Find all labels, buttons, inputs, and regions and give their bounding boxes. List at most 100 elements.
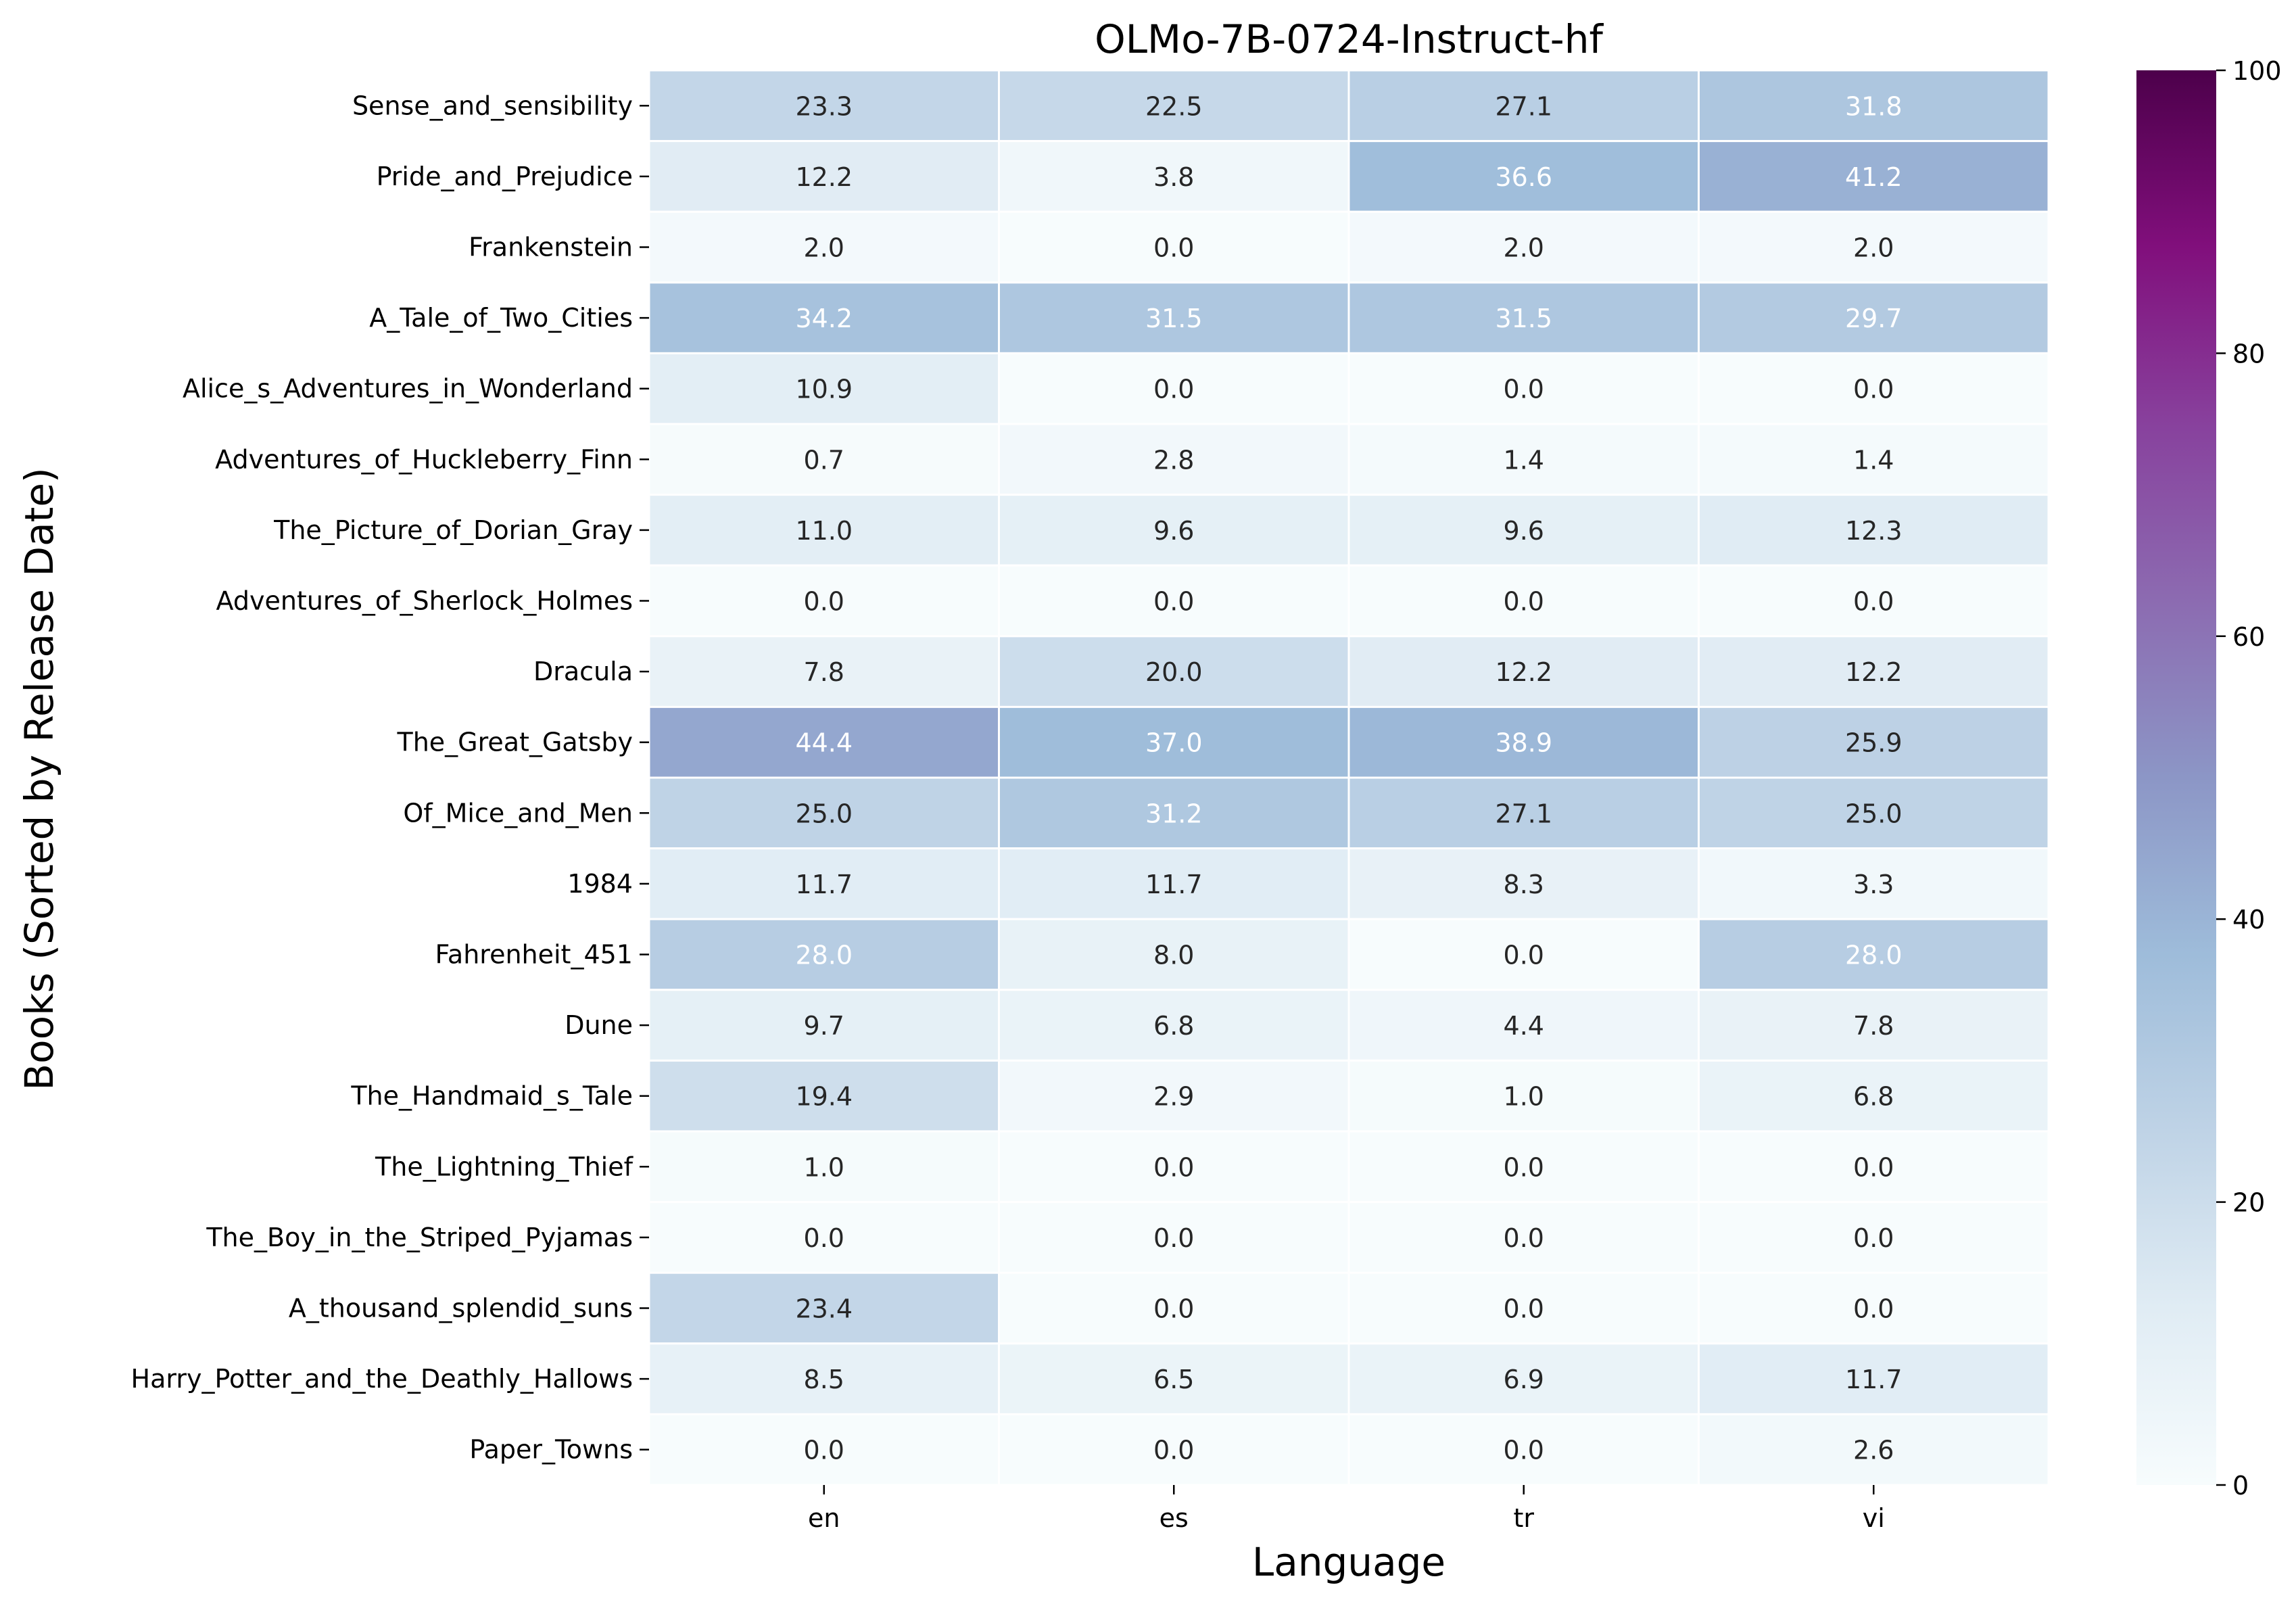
cell-value-label: 1.0 — [1504, 1082, 1544, 1112]
cell-value-label: 0.0 — [804, 587, 844, 617]
y-tick-label: The_Lightning_Thief — [375, 1152, 634, 1181]
heatmap-cell — [1698, 1342, 2050, 1415]
cell-value-label: 0.0 — [1153, 1152, 1194, 1182]
colorbar: 0 20 40 60 80 100 — [2136, 56, 2282, 1501]
cell-value-label: 31.5 — [1495, 304, 1552, 333]
cell-value-label: 25.9 — [1845, 728, 1903, 758]
colorbar-tick-label: 40 — [2232, 905, 2265, 935]
cell-value-label: 44.4 — [795, 728, 853, 758]
heatmap-cell — [1698, 1201, 2050, 1274]
heatmap-cell — [998, 1201, 1350, 1274]
heatmap-cell — [998, 210, 1350, 284]
heatmap-cell — [648, 1130, 1000, 1204]
x-axis-label: Language — [1252, 1539, 1445, 1585]
heatmap-cell — [1347, 918, 1700, 991]
y-tick-label: The_Boy_in_the_Striped_Pyjamas — [206, 1223, 633, 1252]
heatmap-cell — [998, 1413, 1350, 1486]
cell-value-label: 29.7 — [1845, 304, 1903, 333]
y-tick-label: Paper_Towns — [469, 1435, 633, 1465]
cell-value-label: 0.0 — [1153, 233, 1194, 263]
colorbar-tick-label: 60 — [2232, 622, 2265, 652]
cell-value-label: 0.0 — [1504, 1223, 1544, 1253]
cell-value-label: 37.0 — [1145, 728, 1203, 758]
cell-value-label: 2.0 — [1853, 233, 1894, 263]
cell-value-label: 23.3 — [795, 91, 853, 121]
cell-value-label: 27.1 — [1495, 799, 1552, 828]
cell-value-label: 2.0 — [804, 233, 844, 263]
cell-value-label: 34.2 — [795, 304, 853, 333]
cell-value-label: 8.5 — [804, 1365, 844, 1394]
colorbar-gradient — [2136, 70, 2216, 1485]
cell-value-label: 2.0 — [1504, 233, 1544, 263]
cell-value-label: 6.9 — [1504, 1365, 1544, 1394]
cell-value-label: 41.2 — [1845, 162, 1903, 192]
heatmap-cell — [1698, 210, 2050, 284]
cell-value-label: 0.0 — [1504, 375, 1544, 404]
heatmap-cell — [648, 564, 1000, 638]
y-axis: Sense_and_sensibility Pride_and_Prejudice… — [131, 91, 649, 1465]
heatmap-cell — [1698, 1413, 2050, 1486]
colorbar-tick-label: 80 — [2232, 339, 2265, 369]
heatmap-cell — [648, 1342, 1000, 1415]
cell-value-label: 6.8 — [1153, 1011, 1194, 1041]
cell-value-label: 22.5 — [1145, 91, 1203, 121]
heatmap-cell-labels: 23.3 22.5 27.1 31.8 12.2 3.8 36.6 41.2 2.0 0.0 2.0… — [795, 91, 1902, 1465]
heatmap-cell — [1347, 1413, 1700, 1486]
y-tick-label: 1984 — [567, 869, 633, 899]
cell-value-label: 0.0 — [1853, 1223, 1894, 1253]
cell-value-label: 38.9 — [1495, 728, 1552, 758]
y-tick-label: Pride_and_Prejudice — [377, 162, 633, 191]
y-tick-label: Fahrenheit_451 — [435, 940, 633, 970]
cell-value-label: 12.3 — [1845, 516, 1903, 546]
x-tick-label: en — [808, 1503, 840, 1533]
x-tick-label: tr — [1513, 1503, 1534, 1533]
cell-value-label: 11.7 — [1845, 1365, 1903, 1394]
cell-value-label: 0.0 — [1153, 1294, 1194, 1324]
cell-value-label: 8.0 — [1153, 941, 1194, 970]
heatmap-cell — [1347, 564, 1700, 638]
heatmap-cell — [1698, 494, 2050, 567]
heatmap-cell — [648, 918, 1000, 991]
cell-value-label: 10.9 — [795, 375, 853, 404]
heatmap-cell — [1347, 494, 1700, 567]
heatmap-cell — [998, 776, 1350, 850]
cell-value-label: 1.0 — [804, 1152, 844, 1182]
cell-value-label: 0.7 — [804, 445, 844, 475]
heatmap-cell — [648, 423, 1000, 496]
heatmap-cell — [1347, 776, 1700, 850]
heatmap-cell — [648, 705, 1000, 779]
heatmap-cell — [1347, 1059, 1700, 1133]
y-tick-label: The_Handmaid_s_Tale — [350, 1081, 633, 1111]
colorbar-tick-label: 100 — [2232, 56, 2282, 86]
heatmap-cells — [648, 69, 2050, 1486]
cell-value-label: 8.3 — [1504, 870, 1544, 899]
heatmap-cell — [1347, 352, 1700, 425]
y-tick-label: Adventures_of_Sherlock_Holmes — [216, 586, 633, 616]
heatmap-cell — [1698, 635, 2050, 708]
cell-value-label: 3.8 — [1153, 162, 1194, 192]
heatmap-cell — [1347, 1342, 1700, 1415]
heatmap-cell — [1698, 705, 2050, 779]
heatmap-cell — [1347, 705, 1700, 779]
cell-value-label: 11.7 — [795, 870, 853, 899]
cell-value-label: 12.2 — [1845, 657, 1903, 687]
heatmap-cell — [1347, 69, 1700, 143]
y-tick-label: Adventures_of_Huckleberry_Finn — [215, 444, 633, 474]
heatmap-cell — [1347, 847, 1700, 920]
heatmap-cell — [1698, 69, 2050, 143]
cell-value-label: 0.0 — [1853, 1294, 1894, 1324]
y-tick-label: Dracula — [533, 657, 633, 686]
cell-value-label: 6.5 — [1153, 1365, 1194, 1394]
y-tick-label: Alice_s_Adventures_in_Wonderland — [183, 374, 633, 404]
cell-value-label: 0.0 — [1153, 587, 1194, 617]
x-tick-label: vi — [1863, 1503, 1885, 1533]
heatmap-cell — [648, 69, 1000, 143]
y-tick-label: Frankenstein — [469, 233, 633, 262]
cell-value-label: 0.0 — [1504, 1294, 1544, 1324]
cell-value-label: 1.4 — [1504, 445, 1544, 475]
cell-value-label: 25.0 — [795, 799, 853, 828]
cell-value-label: 2.8 — [1153, 445, 1194, 475]
y-tick-label: Of_Mice_and_Men — [403, 798, 633, 828]
cell-value-label: 0.0 — [1504, 1436, 1544, 1465]
cell-value-label: 20.0 — [1145, 657, 1203, 687]
